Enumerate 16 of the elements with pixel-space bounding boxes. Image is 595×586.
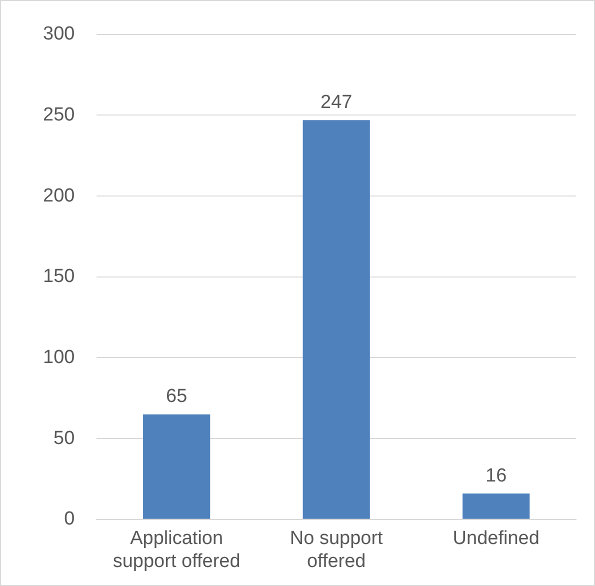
bar bbox=[143, 414, 210, 519]
y-tick-label: 250 bbox=[43, 104, 75, 126]
data-label: 247 bbox=[320, 92, 352, 113]
y-tick-label: 50 bbox=[54, 428, 75, 449]
x-tick-label: No support offered bbox=[290, 528, 384, 572]
y-tick-label: 0 bbox=[64, 508, 75, 530]
data-label: 65 bbox=[166, 386, 188, 408]
y-tick-label: 100 bbox=[43, 346, 75, 368]
bar bbox=[462, 494, 530, 519]
x-tick-label: Undefined bbox=[452, 528, 540, 550]
y-tick-label: 200 bbox=[43, 185, 75, 206]
y-tick-label: 300 bbox=[43, 24, 75, 45]
y-tick-label: 150 bbox=[43, 266, 75, 288]
data-label: 16 bbox=[486, 465, 507, 486]
bar bbox=[302, 120, 370, 519]
x-tick-label: Application support offered bbox=[112, 528, 240, 572]
